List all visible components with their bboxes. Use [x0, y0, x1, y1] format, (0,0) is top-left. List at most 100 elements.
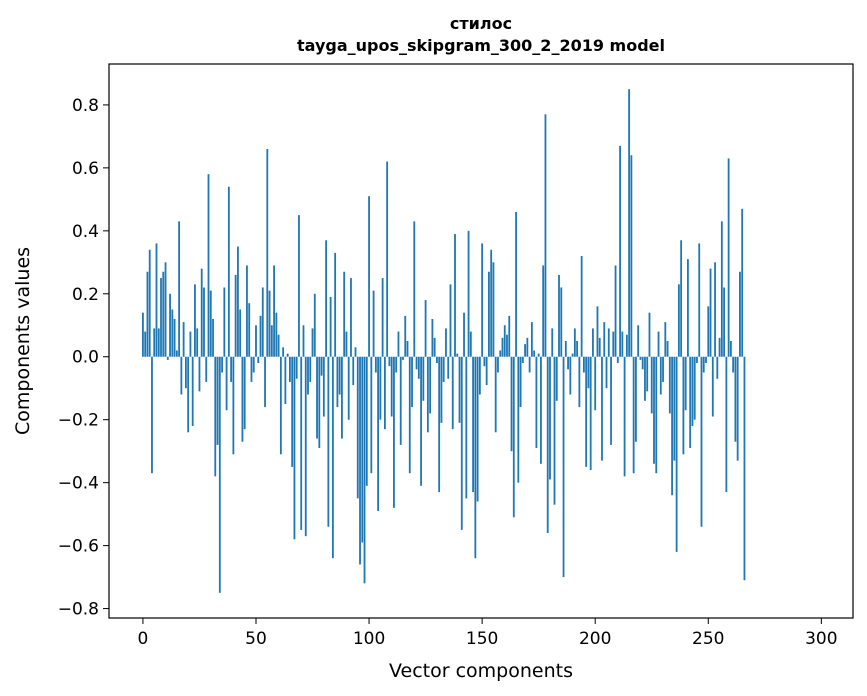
bar — [411, 356, 413, 408]
bar — [227, 186, 230, 357]
bar — [517, 356, 520, 483]
y-tick-label: −0.8 — [58, 600, 99, 620]
bar — [246, 265, 248, 357]
bar — [483, 356, 486, 367]
bars-group — [142, 89, 746, 593]
bar — [431, 318, 434, 357]
bar — [682, 356, 685, 455]
bar — [212, 318, 214, 357]
bar — [438, 356, 441, 493]
bar — [497, 356, 499, 373]
bar — [252, 356, 255, 373]
bar — [338, 356, 341, 395]
bar — [635, 356, 637, 442]
bar — [637, 325, 640, 357]
bar — [241, 356, 244, 442]
x-tick-label: 0 — [138, 629, 149, 649]
bar — [558, 274, 560, 357]
bar — [350, 278, 352, 357]
bar — [289, 356, 291, 382]
bar — [700, 356, 703, 527]
bar — [610, 356, 612, 445]
bar — [576, 341, 579, 357]
bar — [544, 114, 547, 357]
bar — [668, 356, 671, 414]
bar — [239, 309, 242, 357]
bar — [476, 356, 479, 502]
bar — [356, 356, 359, 499]
bar — [553, 356, 556, 505]
bar — [142, 312, 144, 357]
bar — [368, 196, 370, 357]
bar — [521, 356, 524, 364]
bar — [605, 356, 608, 389]
bar — [458, 356, 461, 423]
bar — [216, 356, 219, 445]
bar — [320, 356, 323, 376]
bar — [560, 287, 563, 357]
bar — [402, 356, 404, 360]
bar — [286, 353, 289, 357]
bar — [180, 356, 183, 395]
bar — [365, 356, 368, 486]
bar — [331, 356, 334, 559]
bar — [160, 278, 162, 357]
bar — [510, 356, 513, 452]
bar — [716, 356, 719, 379]
bar — [302, 325, 305, 357]
bar — [155, 243, 158, 357]
y-tick-label: −0.6 — [58, 537, 99, 557]
bar — [607, 328, 610, 357]
bar — [393, 356, 395, 508]
bar — [293, 356, 296, 540]
bar — [424, 300, 427, 357]
bar — [585, 356, 588, 467]
bar — [673, 356, 676, 461]
bar — [442, 356, 445, 382]
bar — [592, 328, 594, 357]
bar — [266, 148, 269, 357]
bar — [151, 356, 153, 474]
bar — [243, 356, 246, 430]
bar — [291, 356, 294, 467]
bar — [537, 353, 540, 357]
bar — [191, 356, 194, 426]
bar — [582, 356, 585, 373]
bar — [250, 356, 253, 382]
bar — [298, 215, 300, 357]
bar — [540, 356, 542, 464]
bar — [379, 356, 382, 420]
y-axis-ticks: −0.8 −0.6 −0.4 −0.2 0.0 0.2 0.4 0.6 0.8 — [58, 96, 109, 620]
y-tick-label: 0.2 — [72, 285, 99, 305]
bar — [275, 312, 278, 357]
bar — [214, 356, 217, 477]
bar — [304, 356, 307, 537]
bar — [300, 356, 303, 530]
bar — [279, 356, 282, 455]
bar — [646, 356, 649, 392]
bar — [736, 356, 739, 461]
bar — [383, 356, 386, 430]
bar — [449, 284, 452, 357]
bar — [501, 337, 504, 357]
bar — [329, 296, 332, 357]
bar — [653, 356, 655, 464]
bar — [639, 356, 642, 360]
bar — [334, 252, 337, 357]
bar — [148, 249, 151, 357]
bar — [309, 356, 312, 382]
bar — [644, 356, 646, 401]
bar — [175, 350, 178, 357]
bar — [327, 356, 330, 527]
bar — [707, 306, 710, 357]
bar — [485, 356, 488, 386]
bar — [612, 331, 615, 357]
bar — [166, 356, 169, 360]
bar — [571, 353, 574, 357]
bar — [361, 356, 364, 543]
bar — [184, 356, 187, 389]
bar — [474, 356, 477, 559]
bar — [488, 271, 490, 357]
bar — [512, 356, 515, 518]
